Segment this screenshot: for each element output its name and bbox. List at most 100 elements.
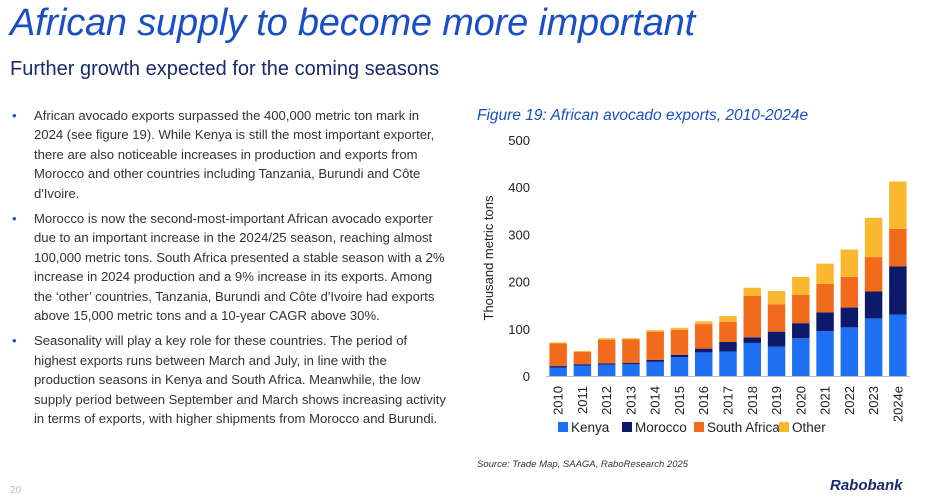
x-tick-label: 2018 xyxy=(745,386,760,415)
bar-segment-other xyxy=(549,342,567,344)
bar-segment-morocco xyxy=(889,266,907,315)
bar-segment-kenya xyxy=(743,342,761,376)
x-tick-label: 2011 xyxy=(575,386,590,414)
bar-segment-other xyxy=(840,249,859,277)
bar-segment-south-africa xyxy=(670,329,689,355)
bar-segment-south-africa xyxy=(743,295,761,338)
bar-segment-other xyxy=(864,217,883,258)
chart-legend: Kenya Morocco South Africa Other xyxy=(558,420,826,435)
bullet-item: • Morocco is now the second-most-importan… xyxy=(10,209,450,325)
x-tick-label: 2022 xyxy=(842,386,857,415)
bar-segment-morocco xyxy=(792,323,810,339)
bullet-list: • African avocado exports surpassed the 4… xyxy=(10,106,450,435)
bar-segment-kenya xyxy=(622,364,640,376)
bar-segment-other xyxy=(767,291,786,305)
bar-segment-kenya xyxy=(816,331,834,376)
legend-label: South Africa xyxy=(707,420,780,435)
bar-segment-other xyxy=(792,276,810,295)
bar-segment-south-africa xyxy=(792,294,810,324)
x-tick-label: 2023 xyxy=(866,386,881,415)
legend-swatch xyxy=(694,422,704,432)
bullet-item: • African avocado exports surpassed the 4… xyxy=(10,106,450,203)
x-tick-label: 2020 xyxy=(793,386,808,415)
figure-title: Figure 19: African avocado exports, 2010… xyxy=(477,107,809,124)
x-tick-label: 2021 xyxy=(818,386,833,415)
bar-segment-other xyxy=(695,321,713,325)
bullet-dot-icon: • xyxy=(12,108,17,123)
y-tick-label: 200 xyxy=(508,275,530,290)
bar-segment-south-africa xyxy=(889,228,907,267)
bullet-text: African avocado exports surpassed the 40… xyxy=(34,108,435,201)
page-number: 20 xyxy=(10,485,22,496)
bullet-dot-icon: • xyxy=(12,333,17,349)
bar-segment-morocco xyxy=(573,364,592,366)
bar-segment-other xyxy=(719,316,737,322)
bar-segment-morocco xyxy=(646,359,664,362)
bar-segment-other xyxy=(622,338,640,340)
bar-segment-kenya xyxy=(549,367,567,376)
legend-label: Kenya xyxy=(571,420,610,435)
bar-segment-morocco xyxy=(743,337,761,343)
bar-segment-morocco xyxy=(719,342,737,352)
legend-label: Morocco xyxy=(635,420,687,435)
stacked-bar-chart: Thousand metric tons 0 100 200 300 400 500 20… xyxy=(481,133,910,435)
x-tick-label: 2010 xyxy=(551,386,566,415)
bar-segment-morocco xyxy=(622,362,640,365)
bullet-item: • Seasonality will play a key role for th… xyxy=(10,331,450,428)
bar-segment-other xyxy=(816,263,834,284)
bar-segment-south-africa xyxy=(597,339,616,364)
bar-segment-morocco xyxy=(695,348,713,353)
bar-segment-south-africa xyxy=(646,331,664,360)
x-tick-label: 2016 xyxy=(696,386,711,415)
bar-segment-kenya xyxy=(646,361,664,376)
bars-group xyxy=(549,181,907,376)
x-tick-label: 2014 xyxy=(648,386,663,415)
legend-swatch xyxy=(779,422,789,432)
legend-swatch xyxy=(622,422,632,432)
bar-segment-south-africa xyxy=(695,324,713,349)
figure-source: Source: Trade Map, SAAGA, RaboResearch 2… xyxy=(477,459,689,470)
bar-segment-morocco xyxy=(549,366,567,368)
x-tick-label: 2019 xyxy=(769,386,784,415)
bar-segment-morocco xyxy=(816,312,834,332)
bar-segment-kenya xyxy=(840,327,859,376)
bar-segment-morocco xyxy=(597,363,616,365)
bar-segment-morocco xyxy=(840,307,859,328)
page-title: African supply to become more important xyxy=(10,2,695,44)
y-tick-label: 100 xyxy=(508,322,530,337)
legend-swatch xyxy=(558,422,568,432)
bar-segment-south-africa xyxy=(816,283,834,313)
x-tick-label: 2012 xyxy=(599,386,614,415)
x-tick-label: 2017 xyxy=(721,386,736,415)
x-tick-label: 2013 xyxy=(623,386,638,415)
bar-segment-kenya xyxy=(670,357,689,376)
legend-label: Other xyxy=(792,420,826,435)
x-tick-label: 2024e xyxy=(890,386,905,422)
bar-segment-other xyxy=(743,287,761,296)
bar-segment-kenya xyxy=(573,365,592,376)
bar-segment-morocco xyxy=(767,331,786,347)
bar-segment-south-africa xyxy=(573,351,592,365)
bar-segment-kenya xyxy=(695,352,713,376)
bar-segment-morocco xyxy=(864,291,883,319)
bar-segment-kenya xyxy=(792,338,810,376)
bar-segment-other xyxy=(646,330,664,332)
bullet-dot-icon: • xyxy=(12,211,17,227)
page-subtitle: Further growth expected for the coming s… xyxy=(10,58,440,80)
x-axis-ticks: 2010 2011 2012 2013 2014 2015 2016 2017 2018 2019… xyxy=(551,386,906,422)
bar-segment-south-africa xyxy=(840,276,859,308)
bullet-text: Seasonality will play a key role for the… xyxy=(34,333,446,427)
y-axis-label: Thousand metric tons xyxy=(481,195,496,321)
bar-segment-morocco xyxy=(670,354,689,358)
y-axis-ticks: 0 100 200 300 400 500 xyxy=(508,133,530,384)
bar-segment-kenya xyxy=(767,346,786,376)
bar-segment-other xyxy=(670,327,689,330)
bullet-text: Morocco is now the second-most-important… xyxy=(34,211,445,324)
bar-segment-other xyxy=(573,350,592,352)
bar-segment-south-africa xyxy=(622,339,640,363)
bar-segment-other xyxy=(889,181,907,229)
bar-segment-kenya xyxy=(889,314,907,376)
x-tick-label: 2015 xyxy=(672,386,687,415)
rabobank-logo: Rabobank xyxy=(830,477,903,494)
y-tick-label: 300 xyxy=(508,227,530,242)
